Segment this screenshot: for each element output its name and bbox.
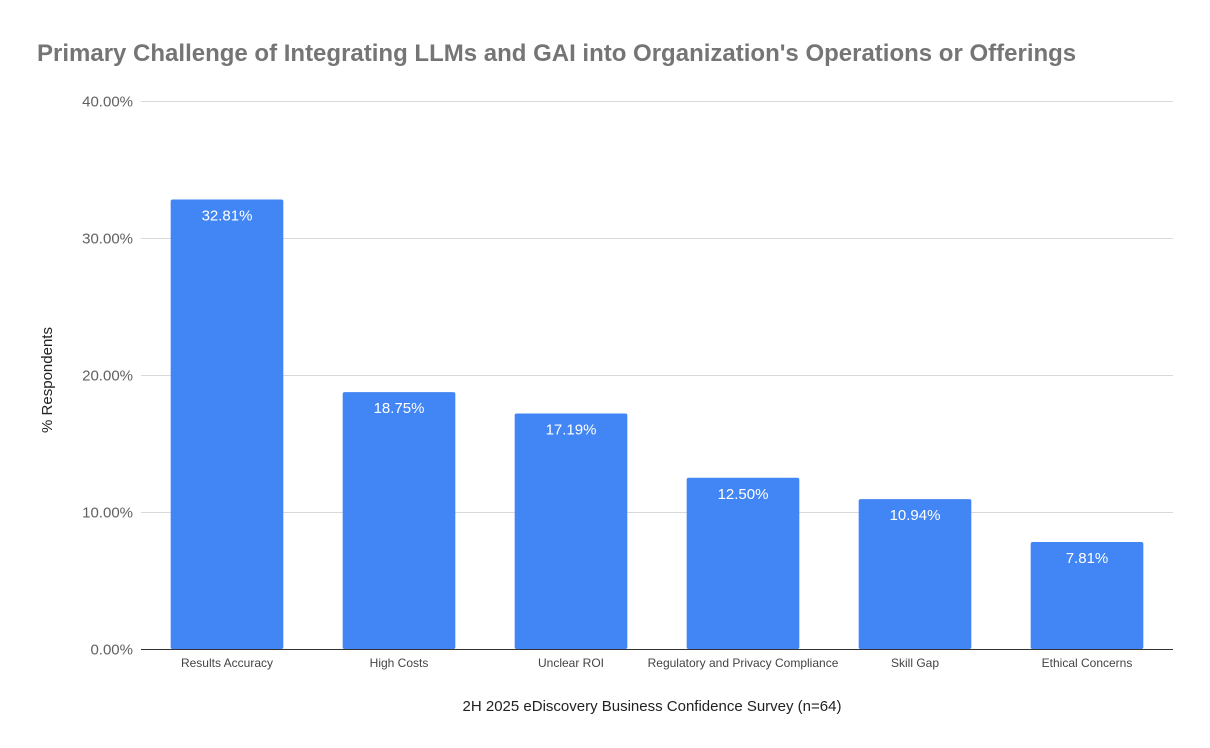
- bar-value-label: 12.50%: [718, 486, 769, 503]
- y-axis-label: % Respondents: [39, 327, 56, 433]
- bar: [686, 477, 800, 649]
- x-category-label: Results Accuracy: [181, 656, 273, 670]
- bar-value-label: 32.81%: [202, 208, 253, 225]
- x-axis-label: 2H 2025 eDiscovery Business Confidence S…: [463, 698, 842, 715]
- x-category-label: Unclear ROI: [538, 656, 604, 670]
- x-axis-categories: Results Accuracy High Costs Unclear ROI Reg…: [181, 656, 1132, 670]
- bars: [170, 199, 1144, 650]
- bar: [1030, 542, 1144, 649]
- y-tick-label: 10.00%: [82, 505, 133, 522]
- x-category-label: Ethical Concerns: [1042, 656, 1133, 670]
- chart-title: Primary Challenge of Integrating LLMs an…: [37, 40, 1076, 67]
- bar-value-label: 17.19%: [546, 421, 597, 438]
- bar-value-label: 18.75%: [374, 400, 425, 417]
- x-category-label: Regulatory and Privacy Compliance: [648, 656, 839, 670]
- y-tick-label: 20.00%: [82, 368, 133, 385]
- x-category-label: High Costs: [370, 656, 429, 670]
- y-axis-ticks: 0.00% 10.00% 20.00% 30.00% 40.00%: [82, 94, 133, 659]
- bar: [514, 413, 628, 649]
- y-tick-label: 0.00%: [90, 642, 133, 659]
- data-labels: 32.81% 18.75% 17.19% 12.50% 10.94% 7.81%: [202, 208, 1109, 567]
- bar: [858, 499, 972, 649]
- x-category-label: Skill Gap: [891, 656, 939, 670]
- bar: [342, 392, 456, 649]
- gridlines: [141, 101, 1173, 513]
- bar: [170, 199, 284, 650]
- bar-value-label: 10.94%: [890, 507, 941, 524]
- bar-value-label: 7.81%: [1066, 550, 1109, 567]
- y-tick-label: 30.00%: [82, 231, 133, 248]
- y-tick-label: 40.00%: [82, 94, 133, 111]
